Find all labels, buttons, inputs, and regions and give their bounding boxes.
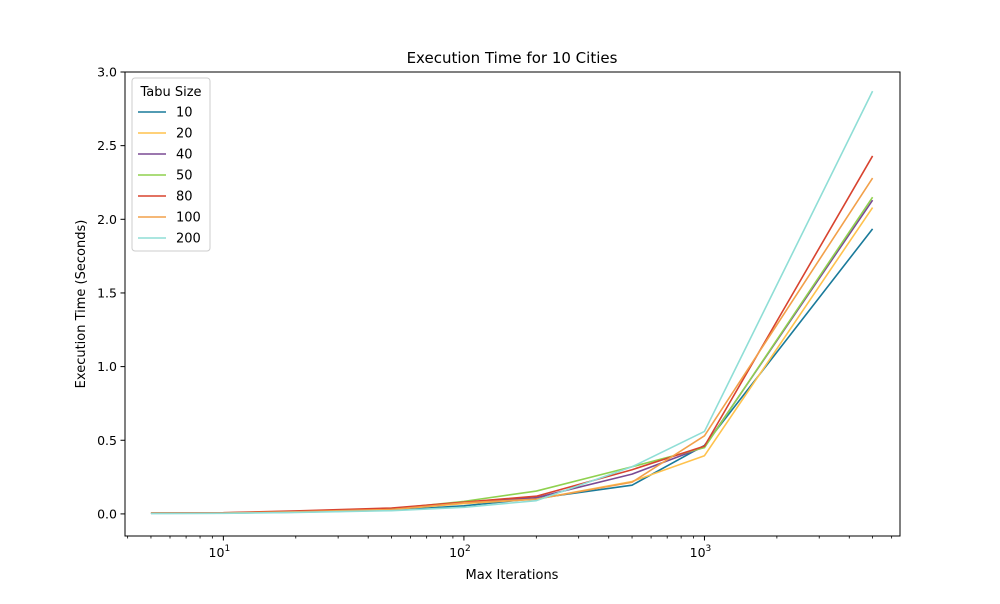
y-tick-label: 3.0 — [97, 65, 117, 80]
legend-label-tabu-200: 200 — [176, 232, 201, 247]
series-line-tabu-200 — [150, 90, 874, 515]
y-tick-label: 0.5 — [97, 433, 117, 448]
y-axis-ticks: 0.0 0.5 1.0 1.5 2.0 2.5 3.0 — [97, 65, 125, 521]
legend-label-tabu-80: 80 — [176, 190, 193, 205]
y-tick-label: 2.5 — [97, 138, 117, 153]
x-axis-label: Max Iterations — [466, 568, 559, 583]
y-tick-label: 2.0 — [97, 212, 117, 227]
y-tick-label: 0.0 — [97, 506, 117, 521]
series-layer — [150, 90, 874, 515]
y-axis-label: Execution Time (Seconds) — [74, 220, 89, 389]
x-tick-exponent: 1 — [224, 544, 230, 554]
legend-label-tabu-100: 100 — [176, 211, 201, 226]
legend-title: Tabu Size — [139, 85, 201, 100]
legend-label-tabu-20: 20 — [176, 127, 193, 142]
plot-area-frame — [124, 71, 901, 537]
chart-title: Execution Time for 10 Cities — [407, 49, 618, 67]
legend-items: 10 20 40 50 80 100 200 — [138, 106, 201, 247]
x-tick-exponent: 2 — [465, 544, 471, 554]
legend-label-tabu-40: 40 — [176, 148, 193, 163]
y-tick-label: 1.0 — [97, 359, 117, 374]
x-tick-exponent: 3 — [706, 544, 712, 554]
legend-label-tabu-10: 10 — [176, 106, 193, 121]
y-tick-label: 1.5 — [97, 285, 117, 300]
legend: Tabu Size 10 20 40 50 80 100 200 — [131, 77, 211, 252]
legend-label-tabu-50: 50 — [176, 169, 193, 184]
legend-frame — [131, 77, 211, 252]
